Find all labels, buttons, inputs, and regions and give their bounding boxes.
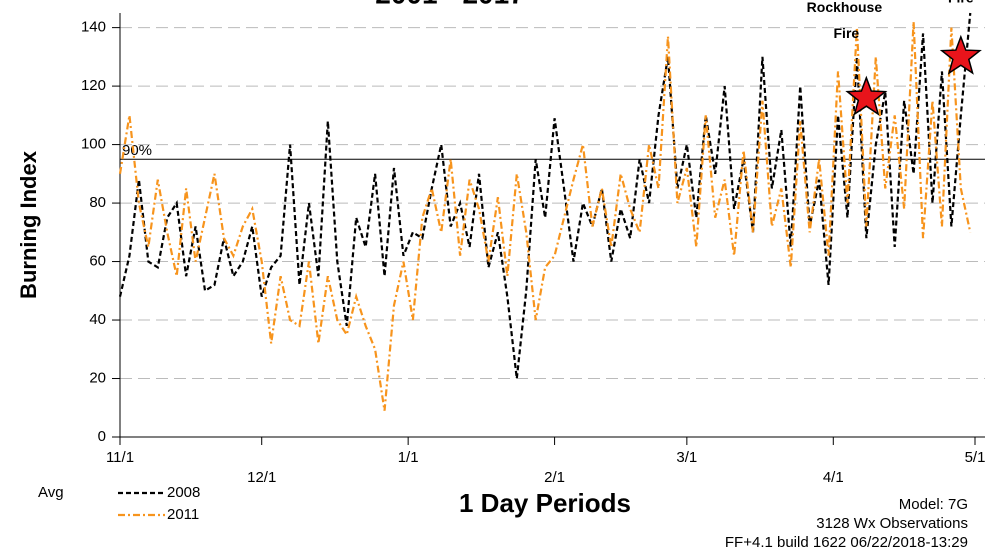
y-tick-label: 20 — [89, 369, 106, 386]
note: Model: 7G — [899, 496, 968, 513]
legend-label: 2008 — [167, 484, 200, 501]
x-tick-label: 1/1 — [398, 449, 419, 466]
y-axis-label: Burning Index — [16, 150, 41, 299]
y-tick-label: 40 — [89, 311, 106, 328]
annotation: Rockhouse Fire — [807, 0, 886, 41]
note: FF+4.1 build 1622 06/22/2018-13:29 — [725, 534, 968, 551]
x-axis-label: 1 Day Periods — [459, 488, 631, 518]
series-line — [118, 21, 972, 411]
star-marker — [845, 75, 888, 116]
series-line — [118, 12, 972, 379]
y-tick-label: 80 — [89, 194, 106, 211]
legend-title: Avg — [38, 484, 64, 501]
y-tick-label: 60 — [89, 253, 106, 270]
annotation: Fire — [948, 0, 974, 6]
y-tick-label: 120 — [81, 77, 106, 94]
legend-label: 2011 — [167, 506, 199, 523]
star-marker — [939, 34, 982, 75]
note: 3128 Wx Observations — [816, 515, 968, 532]
x-tick-label: 2/1 — [544, 469, 565, 486]
x-tick-label: 11/1 — [106, 449, 134, 466]
x-tick-label: 12/1 — [247, 469, 276, 486]
y-tick-label: 140 — [81, 19, 106, 36]
y-tick-label: 0 — [98, 428, 106, 445]
chart-title: 2001 - 2017 — [375, 0, 524, 9]
reference-label: 90% — [122, 142, 152, 159]
y-tick-label: 100 — [81, 136, 106, 153]
x-tick-label: 3/1 — [676, 449, 697, 466]
x-tick-label: 5/1 — [965, 449, 986, 466]
x-tick-label: 4/1 — [823, 469, 844, 486]
